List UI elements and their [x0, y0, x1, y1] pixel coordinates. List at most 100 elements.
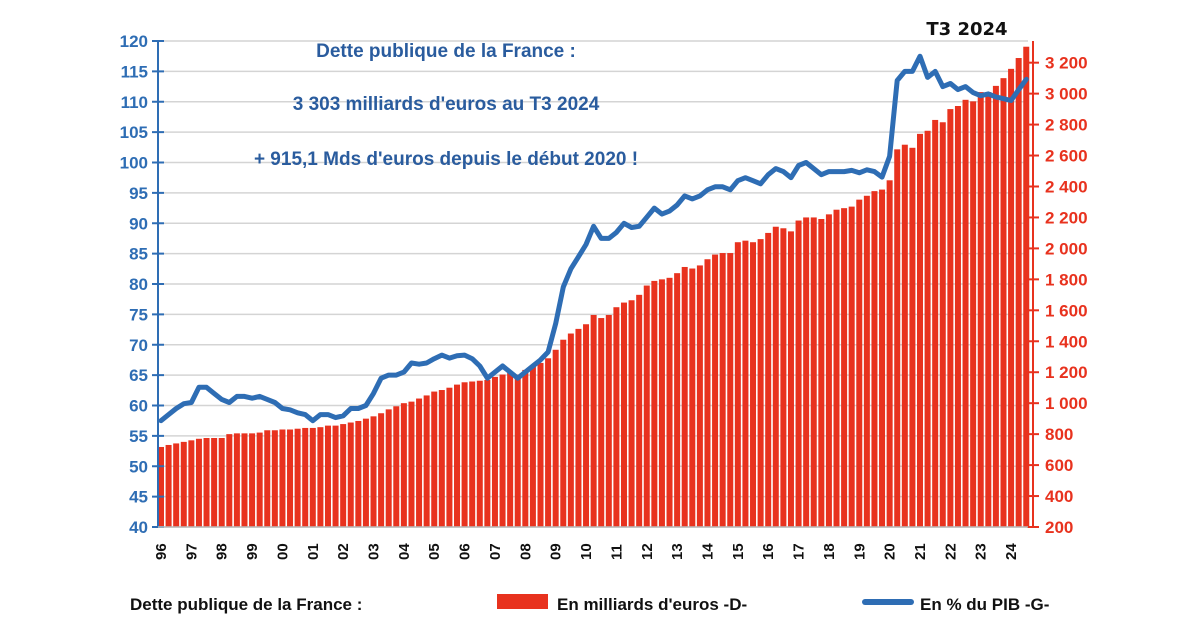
right-axis-tick-label: 1 600 — [1045, 301, 1088, 320]
annotation-total: 3 303 milliards d'euros au T3 2024 — [293, 94, 600, 115]
bar — [370, 416, 377, 527]
x-tick-label: 08 — [517, 543, 534, 560]
bar — [1008, 68, 1015, 528]
bar — [484, 379, 491, 527]
x-tick-label: 14 — [699, 543, 716, 560]
bar — [491, 376, 498, 527]
bar — [302, 427, 309, 527]
bar — [423, 395, 430, 527]
left-axis-tick-label: 50 — [129, 457, 148, 476]
bar — [787, 231, 794, 527]
left-axis-tick-label: 55 — [129, 427, 148, 446]
bar — [355, 420, 362, 527]
bar — [264, 430, 271, 527]
bar — [696, 265, 703, 527]
bar — [719, 253, 726, 527]
legend-label-bars: En milliards d'euros -D- — [557, 595, 747, 614]
bar — [772, 226, 779, 527]
bar — [575, 328, 582, 527]
bar — [583, 324, 590, 527]
left-axis-tick-label: 45 — [129, 488, 148, 507]
x-tick-label: 19 — [851, 543, 868, 560]
bar — [681, 266, 688, 527]
bar — [507, 372, 514, 527]
right-axis-tick-label: 2 400 — [1045, 177, 1088, 196]
bar — [211, 438, 218, 527]
left-axis-tick-label: 40 — [129, 518, 148, 537]
bar — [408, 401, 415, 527]
bar — [233, 433, 240, 527]
bar — [294, 428, 301, 527]
bar — [1023, 46, 1030, 528]
bar — [393, 406, 400, 527]
bar — [1000, 78, 1007, 528]
bar — [499, 374, 506, 527]
bar — [309, 427, 316, 527]
x-tick-label: 06 — [457, 543, 474, 560]
x-tick-label: 10 — [578, 543, 595, 560]
bar — [863, 195, 870, 527]
bar — [939, 122, 946, 527]
left-axis-tick-label: 110 — [121, 93, 148, 112]
x-tick-label: 00 — [274, 543, 291, 560]
bar — [628, 300, 635, 527]
bar — [158, 446, 164, 527]
bar — [871, 191, 878, 527]
x-tick-label: 09 — [548, 543, 565, 560]
x-tick-label: 96 — [153, 543, 170, 560]
bar — [954, 106, 961, 527]
bar — [757, 239, 764, 527]
bar — [340, 424, 347, 527]
left-axis-tick-label: 90 — [129, 214, 148, 233]
right-axis-tick-label: 1 000 — [1045, 394, 1088, 413]
bar — [810, 217, 817, 527]
right-axis-tick-label: 800 — [1045, 425, 1073, 444]
bar — [977, 92, 984, 528]
bar — [400, 403, 407, 527]
right-axis-tick-label: 2 200 — [1045, 208, 1088, 227]
bar — [1015, 58, 1022, 527]
bar — [651, 280, 658, 527]
bar — [803, 217, 810, 527]
legend-swatch-bars — [497, 594, 548, 609]
legend: Dette publique de la France : En milliar… — [130, 594, 1049, 614]
bar — [932, 119, 939, 527]
bar — [909, 147, 916, 527]
bar — [529, 366, 536, 527]
left-axis-tick-label: 75 — [129, 305, 148, 324]
bar — [226, 434, 233, 527]
bar — [256, 432, 263, 527]
left-axis-tick-label: 115 — [121, 62, 148, 81]
bar — [362, 418, 369, 527]
left-axis-tick-label: 105 — [120, 123, 148, 142]
bar — [514, 374, 521, 527]
bar — [750, 242, 757, 527]
bar — [271, 430, 278, 527]
x-tick-label: 21 — [912, 543, 929, 560]
right-axis-tick-label: 1 400 — [1045, 332, 1088, 351]
bar — [704, 259, 711, 527]
left-axis-tick-label: 65 — [129, 366, 148, 385]
bar — [962, 99, 969, 528]
x-tick-label: 24 — [1003, 543, 1020, 560]
bar — [689, 268, 696, 527]
bar — [894, 149, 901, 528]
bar — [924, 130, 931, 528]
bar — [658, 279, 665, 527]
bar — [241, 433, 248, 527]
right-axis-tick-label: 600 — [1045, 456, 1073, 475]
bar — [279, 429, 286, 527]
bar — [765, 232, 772, 527]
x-axis-tick-labels: 96 97 98 99 00 01 02 03 04 05 06 07 08 09 10 11 12 13 14 15… — [153, 543, 1020, 560]
bar — [833, 209, 840, 527]
bar — [879, 189, 886, 527]
bar — [818, 218, 825, 527]
x-tick-label: 07 — [487, 543, 504, 560]
bar — [636, 294, 643, 527]
x-tick-label: 01 — [305, 543, 322, 560]
bar — [598, 318, 605, 527]
annotation-title: Dette publique de la France : — [316, 41, 576, 62]
x-tick-label: 97 — [183, 543, 200, 560]
left-axis-tick-label: 95 — [129, 184, 148, 203]
x-tick-label: 22 — [942, 543, 959, 560]
